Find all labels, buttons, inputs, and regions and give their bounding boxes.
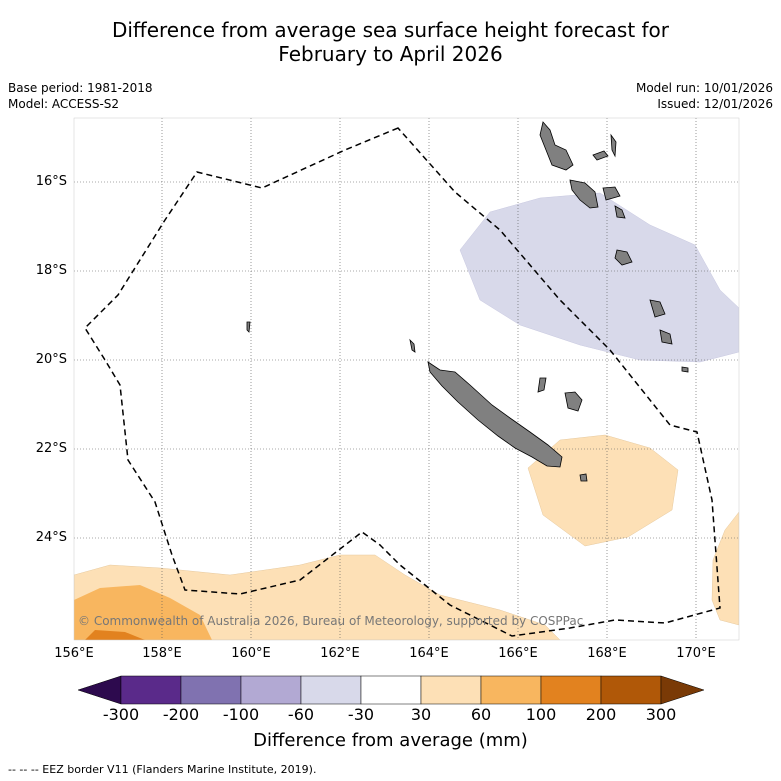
- new-caledonia-island: [427, 361, 563, 468]
- lat-label-20s: 20°S: [35, 352, 67, 367]
- lon-label-164e: 164°E: [409, 646, 449, 661]
- colorbar-bin-1: [120, 675, 182, 705]
- colorbar-label: Difference from average (mm): [253, 730, 528, 751]
- copyright-text: © Commonwealth of Australia 2026, Bureau…: [78, 614, 584, 628]
- lat-label-22s: 22°S: [35, 441, 67, 456]
- eez-border: [84, 127, 721, 637]
- positive-anomaly-strong: [85, 630, 145, 640]
- positive-anomaly-region-far-east: [711, 511, 739, 626]
- vanuatu-islands: [539, 121, 689, 373]
- colorbar-tick: 300: [645, 705, 677, 724]
- loyalty-islands: [537, 377, 588, 482]
- colorbar-bin-8: [540, 675, 602, 705]
- lon-label-166e: 166°E: [498, 646, 538, 661]
- meta-left: Base period: 1981-2018 Model: ACCESS-S2: [8, 80, 153, 112]
- small-island-north: [409, 338, 416, 353]
- colorbar-tick: -100: [222, 705, 260, 724]
- lon-label-168e: 168°E: [587, 646, 627, 661]
- negative-anomaly-region: [459, 192, 739, 363]
- colorbar-tick: -300: [102, 705, 140, 724]
- colorbar-tick: 30: [410, 705, 432, 724]
- colorbar-bin-6: [420, 675, 482, 705]
- positive-anomaly-medium: [74, 585, 212, 640]
- title-line-1: Difference from average sea surface heig…: [111, 18, 670, 42]
- title-line-2: February to April 2026: [278, 42, 503, 66]
- colorbar-bin-7: [480, 675, 542, 705]
- lat-label-16s: 16°S: [35, 174, 67, 189]
- colorbar-tick: 60: [470, 705, 492, 724]
- lon-label-158e: 158°E: [142, 646, 182, 661]
- model-name: Model: ACCESS-S2: [8, 97, 120, 111]
- lat-label-18s: 18°S: [35, 263, 67, 278]
- colorbar: [77, 675, 705, 705]
- lon-label-170e: 170°E: [676, 646, 716, 661]
- positive-anomaly-region-east: [527, 434, 679, 547]
- small-islets: [246, 321, 251, 333]
- colorbar-tick: -200: [162, 705, 200, 724]
- gridlines: [74, 118, 739, 640]
- colorbar-bin-3: [240, 675, 302, 705]
- lon-label-162e: 162°E: [320, 646, 360, 661]
- colorbar-tick: -30: [347, 705, 375, 724]
- colorbar-bin-9: [600, 675, 662, 705]
- colorbar-bin-5: [360, 675, 422, 705]
- colorbar-tick: 100: [525, 705, 557, 724]
- model-run: Model run: 10/01/2026: [635, 81, 773, 95]
- issued-date: Issued: 12/01/2026: [657, 97, 773, 111]
- lat-label-24s: 24°S: [35, 530, 67, 545]
- colorbar-bin-4: [300, 675, 362, 705]
- colorbar-bin-2: [180, 675, 242, 705]
- base-period: Base period: 1981-2018: [8, 81, 153, 95]
- colorbar-tick: 200: [585, 705, 617, 724]
- lon-label-156e: 156°E: [54, 646, 94, 661]
- lon-label-160e: 160°E: [231, 646, 271, 661]
- colorbar-tick: -60: [287, 705, 315, 724]
- meta-right: Model run: 10/01/2026 Issued: 12/01/2026: [636, 80, 773, 112]
- colorbar-extend-min: [77, 675, 122, 705]
- eez-legend: -- -- -- EEZ border V11 (Flanders Marine…: [8, 763, 317, 776]
- colorbar-extend-max: [660, 675, 705, 705]
- chart-title: Difference from average sea surface heig…: [0, 18, 781, 66]
- map-area: [74, 118, 739, 640]
